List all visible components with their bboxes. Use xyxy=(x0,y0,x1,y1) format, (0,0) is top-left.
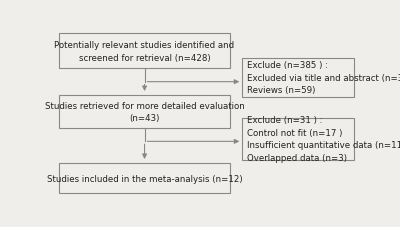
FancyBboxPatch shape xyxy=(242,118,354,160)
Text: Studies included in the meta-analysis (n=12): Studies included in the meta-analysis (n… xyxy=(47,174,242,183)
Text: Exclude (n=385 ) :
Excluded via title and abstract (n=326 )
Reviews (n=59): Exclude (n=385 ) : Excluded via title an… xyxy=(247,61,400,95)
FancyBboxPatch shape xyxy=(59,164,230,193)
FancyBboxPatch shape xyxy=(59,95,230,129)
Text: Exclude (n=31 ) :
Control not fit (n=17 )
Insufficient quantitative data (n=11 ): Exclude (n=31 ) : Control not fit (n=17 … xyxy=(247,116,400,162)
Text: Potentially relevant studies identified and
screened for retrieval (n=428): Potentially relevant studies identified … xyxy=(54,41,235,62)
Text: Studies retrieved for more detailed evaluation
(n=43): Studies retrieved for more detailed eval… xyxy=(45,101,244,123)
FancyBboxPatch shape xyxy=(242,59,354,97)
FancyBboxPatch shape xyxy=(59,34,230,69)
